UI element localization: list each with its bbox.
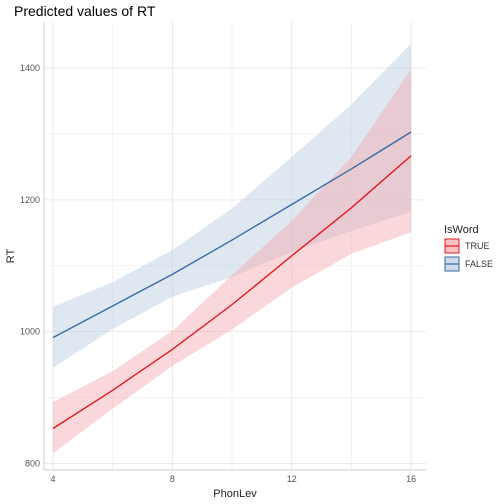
series-lines	[52, 131, 412, 430]
legend-item-true: TRUE	[444, 238, 490, 254]
x-tick-label: 12	[287, 474, 297, 484]
y-axis-title: RT	[5, 248, 17, 263]
x-tick-label: 4	[50, 474, 55, 484]
series-line-false	[52, 131, 412, 339]
legend-label: TRUE	[465, 241, 490, 251]
y-tick-label: 1200	[20, 195, 40, 205]
tick-labels: 4 8 12 16 800 1000 1200 1400	[20, 63, 416, 484]
confidence-band-true	[52, 69, 412, 454]
grid	[44, 22, 426, 470]
confidence-band-false	[52, 43, 412, 368]
chart-title: Predicted values of RT	[14, 3, 156, 19]
y-tick-label: 800	[25, 458, 40, 468]
legend: IsWord TRUE FALSE	[444, 224, 493, 272]
confidence-bands	[52, 43, 412, 454]
x-tick-label: 8	[170, 474, 175, 484]
legend-label: FALSE	[465, 259, 493, 269]
axes	[43, 22, 426, 471]
legend-items: TRUE FALSE	[444, 238, 493, 272]
x-tick-label: 16	[406, 474, 416, 484]
legend-item-false: FALSE	[444, 256, 493, 272]
legend-title: IsWord	[444, 224, 479, 236]
x-axis-title: PhonLev	[213, 488, 257, 500]
series-line-true	[52, 155, 412, 430]
y-tick-label: 1000	[20, 327, 40, 337]
y-tick-label: 1400	[20, 63, 40, 73]
